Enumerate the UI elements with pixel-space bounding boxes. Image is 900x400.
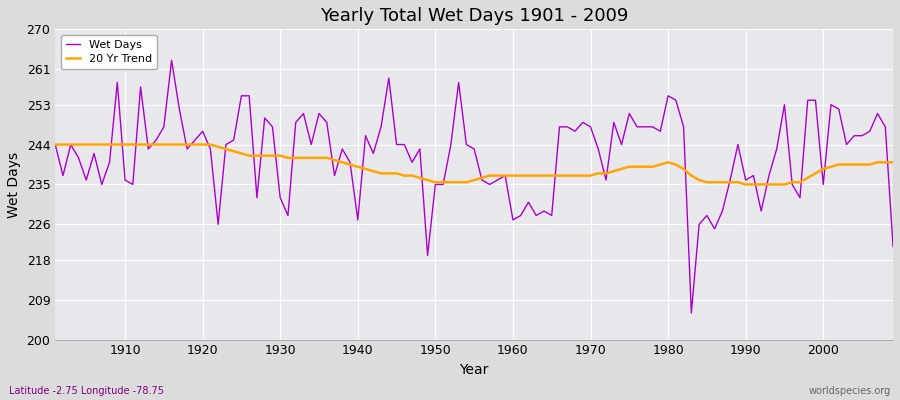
X-axis label: Year: Year xyxy=(460,363,489,377)
Wet Days xyxy=(291,120,302,125)
20 Yr Trend xyxy=(600,171,611,176)
Wet Days xyxy=(112,80,122,85)
Line: 20 Yr Trend: 20 Yr Trend xyxy=(55,144,893,184)
Title: Yearly Total Wet Days 1901 - 2009: Yearly Total Wet Days 1901 - 2009 xyxy=(320,7,628,25)
20 Yr Trend xyxy=(508,173,518,178)
Text: worldspecies.org: worldspecies.org xyxy=(809,386,891,396)
20 Yr Trend xyxy=(500,173,510,178)
20 Yr Trend xyxy=(112,142,122,147)
Wet Days xyxy=(508,218,518,222)
Wet Days xyxy=(516,213,526,218)
Wet Days xyxy=(887,244,898,249)
Wet Days xyxy=(50,142,60,147)
20 Yr Trend xyxy=(887,160,898,165)
20 Yr Trend xyxy=(741,182,751,187)
Wet Days xyxy=(166,58,177,63)
Wet Days xyxy=(337,146,347,151)
Wet Days xyxy=(686,311,697,316)
Legend: Wet Days, 20 Yr Trend: Wet Days, 20 Yr Trend xyxy=(61,35,158,70)
Text: Latitude -2.75 Longitude -78.75: Latitude -2.75 Longitude -78.75 xyxy=(9,386,164,396)
20 Yr Trend xyxy=(283,156,293,160)
20 Yr Trend xyxy=(329,158,340,162)
Y-axis label: Wet Days: Wet Days xyxy=(7,151,21,218)
20 Yr Trend xyxy=(50,142,60,147)
Wet Days xyxy=(608,120,619,125)
Line: Wet Days: Wet Days xyxy=(55,60,893,313)
